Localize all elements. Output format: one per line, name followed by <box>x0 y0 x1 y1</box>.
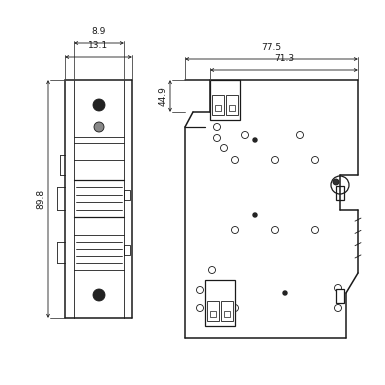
Text: 71.3: 71.3 <box>274 54 294 63</box>
Bar <box>205 280 235 326</box>
Bar <box>224 311 230 317</box>
Text: 44.9: 44.9 <box>159 86 167 106</box>
Bar <box>124 245 130 255</box>
Text: 13.1: 13.1 <box>89 41 109 50</box>
Bar <box>336 289 344 303</box>
Bar <box>229 105 235 111</box>
Bar <box>212 95 224 115</box>
Circle shape <box>93 99 105 111</box>
Text: 89.8: 89.8 <box>37 189 45 209</box>
Circle shape <box>94 122 104 132</box>
Text: 8.9: 8.9 <box>92 27 106 36</box>
Bar <box>210 311 216 317</box>
Circle shape <box>253 213 257 217</box>
Bar <box>226 95 238 115</box>
Bar <box>210 80 240 120</box>
Bar <box>215 105 221 111</box>
Bar <box>336 186 344 200</box>
Bar <box>207 301 219 321</box>
Bar <box>221 301 233 321</box>
Circle shape <box>333 179 339 185</box>
Circle shape <box>93 289 105 301</box>
Circle shape <box>253 138 257 142</box>
Text: 77.5: 77.5 <box>261 43 281 52</box>
Circle shape <box>283 291 287 295</box>
Bar <box>124 190 130 200</box>
